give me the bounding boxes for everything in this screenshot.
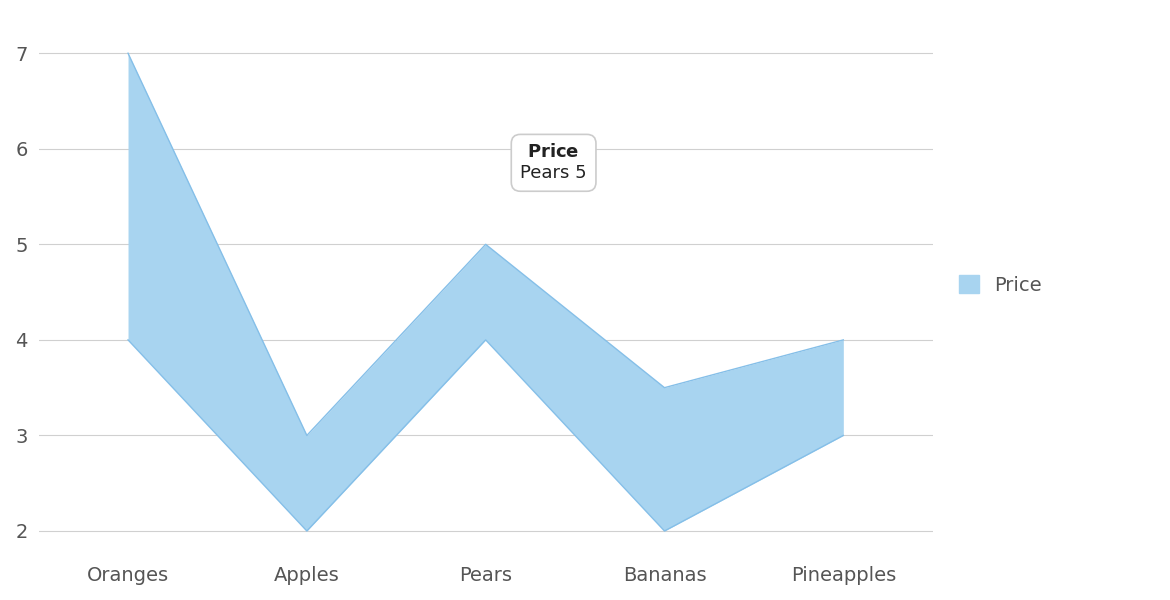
Text: $\mathbf{Price}$
Pears 5: $\mathbf{Price}$ Pears 5 xyxy=(521,143,587,182)
Legend: Price: Price xyxy=(951,268,1049,302)
